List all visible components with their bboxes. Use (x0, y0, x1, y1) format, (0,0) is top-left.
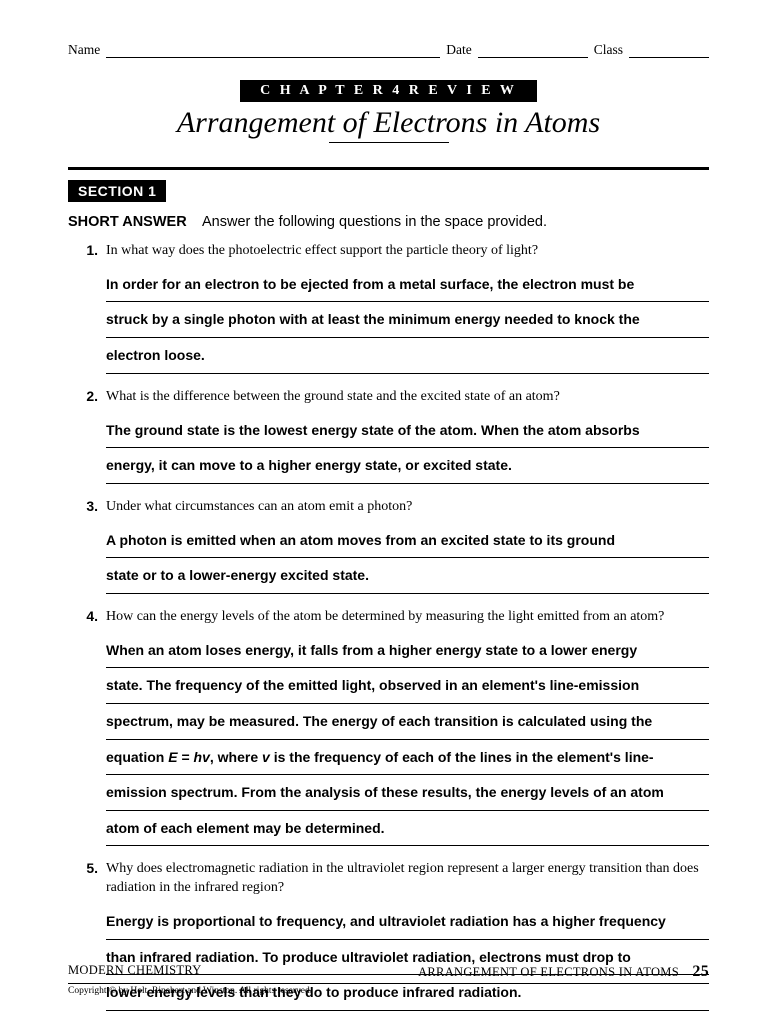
answer-line: electron loose. (106, 338, 709, 374)
answer-line: The ground state is the lowest energy st… (106, 413, 709, 449)
class-label: Class (594, 42, 623, 58)
page-number: 25 (692, 963, 709, 980)
footer-top: MODERN CHEMISTRY ARRANGEMENT OF ELECTRON… (68, 963, 709, 984)
question: 4. How can the energy levels of the atom … (80, 608, 709, 846)
question: 2. What is the difference between the gro… (80, 388, 709, 484)
title-underline (329, 142, 449, 143)
copyright: Copyright © by Holt, Rinehart and Winsto… (68, 986, 709, 996)
chapter-banner: C H A P T E R 4 R E V I E W (240, 80, 537, 102)
instructions: SHORT ANSWER Answer the following questi… (68, 214, 709, 230)
question-text: What is the difference between the groun… (106, 388, 709, 407)
footer-right: ARRANGEMENT OF ELECTRONS IN ATOMS 25 (418, 963, 709, 981)
question-number: 1. (80, 242, 98, 374)
question-body: What is the difference between the groun… (106, 388, 709, 484)
questions-container: 1. In what way does the photoelectric eff… (68, 242, 709, 1011)
name-label: Name (68, 42, 100, 58)
answer-line: emission spectrum. From the analysis of … (106, 775, 709, 811)
question-number: 4. (80, 608, 98, 846)
question-body: How can the energy levels of the atom be… (106, 608, 709, 846)
footer-left: MODERN CHEMISTRY (68, 963, 202, 981)
question-text: Why does electromagnetic radiation in th… (106, 860, 709, 898)
class-input-line[interactable] (629, 44, 709, 58)
question-body: In what way does the photoelectric effec… (106, 242, 709, 374)
footer: MODERN CHEMISTRY ARRANGEMENT OF ELECTRON… (68, 963, 709, 996)
instructions-label: SHORT ANSWER (68, 214, 187, 230)
section-tag: SECTION 1 (68, 180, 166, 202)
question-number: 3. (80, 498, 98, 594)
answer-line: state or to a lower-energy excited state… (106, 558, 709, 594)
date-label: Date (446, 42, 471, 58)
answer-line: spectrum, may be measured. The energy of… (106, 704, 709, 740)
name-input-line[interactable] (106, 44, 440, 58)
answer-line: When an atom loses energy, it falls from… (106, 633, 709, 669)
answer-line: A photon is emitted when an atom moves f… (106, 523, 709, 559)
question-text: Under what circumstances can an atom emi… (106, 498, 709, 517)
answer-line: energy, it can move to a higher energy s… (106, 448, 709, 484)
instructions-text: Answer the following questions in the sp… (202, 214, 547, 230)
answer-line: Energy is proportional to frequency, and… (106, 904, 709, 940)
question-text: In what way does the photoelectric effec… (106, 242, 709, 261)
chapter-title: Arrangement of Electrons in Atoms (68, 106, 709, 140)
answer-line: equation E = hv, where v is the frequenc… (106, 740, 709, 776)
worksheet-page: Name Date Class C H A P T E R 4 R E V I … (0, 0, 777, 1024)
header-fields: Name Date Class (68, 42, 709, 58)
footer-section-title: ARRANGEMENT OF ELECTRONS IN ATOMS (418, 965, 679, 979)
answer-line: struck by a single photon with at least … (106, 302, 709, 338)
answer-line: atom of each element may be determined. (106, 811, 709, 847)
date-input-line[interactable] (478, 44, 588, 58)
answer-line: In order for an electron to be ejected f… (106, 267, 709, 303)
answer-line: state. The frequency of the emitted ligh… (106, 668, 709, 704)
section-rule (68, 167, 709, 170)
question-text: How can the energy levels of the atom be… (106, 608, 709, 627)
question-number: 2. (80, 388, 98, 484)
question: 3. Under what circumstances can an atom e… (80, 498, 709, 594)
question: 1. In what way does the photoelectric eff… (80, 242, 709, 374)
question-body: Under what circumstances can an atom emi… (106, 498, 709, 594)
